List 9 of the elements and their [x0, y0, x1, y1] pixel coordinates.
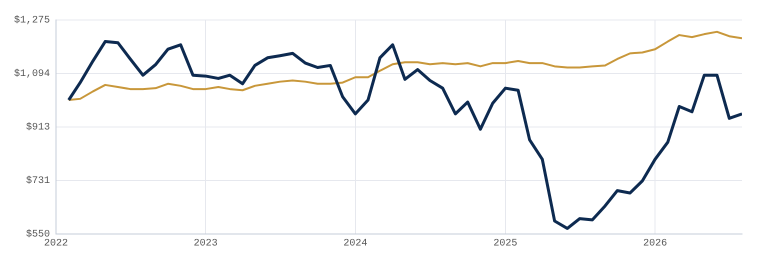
x-tick-label: 2024	[343, 238, 368, 250]
x-tick-label: 2025	[493, 238, 518, 250]
y-tick-label: $731	[26, 175, 50, 188]
y-tick-label: $1,094	[14, 68, 50, 80]
x-tick-label: 2026	[643, 238, 668, 250]
x-tick-label: 2023	[194, 238, 218, 250]
y-tick-label: $1,275	[14, 14, 50, 27]
x-tick-label: 2022	[44, 238, 68, 250]
y-tick-label: $913	[26, 122, 50, 134]
